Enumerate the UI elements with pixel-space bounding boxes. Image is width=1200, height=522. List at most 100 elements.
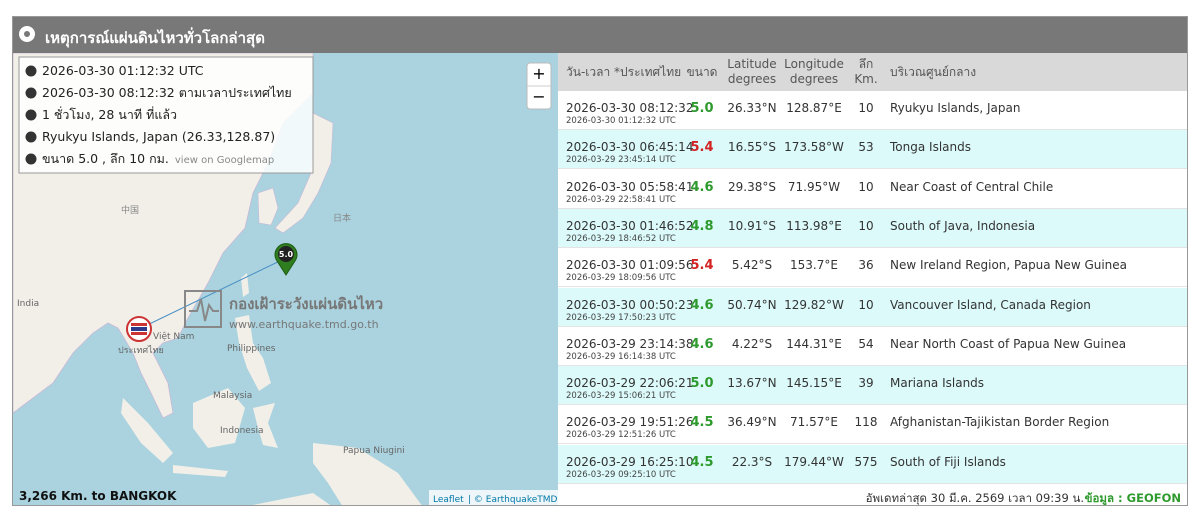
cell-lat: 36.49°N — [727, 415, 777, 430]
cell-local: 2026-03-29 22:06:21 — [566, 376, 694, 391]
cell-utc: 2026-03-30 01:12:32 UTC — [566, 116, 676, 126]
table-row[interactable]: 2026-03-29 19:51:26 4.5 36.49°N 71.57°E 118 A… — [558, 405, 1187, 445]
land — [257, 187, 279, 226]
column-header-line: degrees — [789, 72, 839, 86]
info-line: 1 ชั่วโมง, 28 นาที ที่แล้ว — [42, 106, 177, 122]
column-header-line: degrees — [727, 72, 777, 86]
cell-depth: 39 — [858, 376, 874, 391]
cell-utc: 2026-03-29 18:46:52 UTC — [566, 233, 676, 244]
cell-utc: 2026-03-29 15:06:21 UTC — [566, 391, 676, 402]
cell-lon: 71.57°E — [790, 415, 838, 430]
column-header: Longitude degrees — [782, 53, 846, 91]
column-header: วัน-เวลา *ประเทศไทย — [566, 53, 690, 91]
magnitude: 4.6 — [690, 179, 714, 195]
cell-local: 2026-03-29 23:14:38 — [566, 336, 694, 351]
cell-local: 2026-03-30 08:12:32 — [566, 101, 694, 115]
cell-local: 2026-03-30 05:58:41 — [566, 179, 694, 194]
flag-stripe — [131, 332, 147, 335]
cell-depth: 575 — [854, 454, 878, 469]
zoom-out[interactable]: − — [532, 87, 545, 106]
cell-lat: 29.38°S — [728, 179, 776, 194]
cell-lat: 10.91°S — [728, 218, 776, 233]
logo-box — [184, 290, 222, 328]
cell-lat: 16.55°S — [728, 140, 776, 155]
table-row[interactable]: 2026-03-30 00:50:23 4.6 50.74°N 129.82°W 10 V… — [558, 287, 1187, 327]
cell-depth: 36 — [858, 258, 874, 273]
table-row[interactable]: 2026-03-29 23:14:38 4.6 4.22°S 144.31°E 54 Ne… — [558, 327, 1187, 366]
cell-utc: 2026-03-29 22:58:41 UTC — [566, 194, 676, 205]
map-label: ประเทศไทย — [118, 345, 164, 356]
quake-marker-dot — [278, 246, 294, 262]
cell-depth: 10 — [858, 297, 874, 312]
info-icon — [25, 65, 37, 77]
column-header-line: วัน-เวลา *ประเทศไทย — [566, 64, 682, 79]
attribution-leaflet[interactable]: Leaflet — [433, 495, 464, 505]
table-row[interactable]: 2026-03-30 05:58:41 4.6 29.38°S 71.95°W 10 Ne… — [558, 170, 1187, 209]
table-header: วัน-เวลา *ประเทศไทย ขนาด Latitude degrees Lo… — [558, 53, 1187, 91]
cell-lat: 50.74°N — [727, 297, 777, 312]
column-header: บริเวณศูนย์กลาง — [890, 53, 1180, 91]
magnitude: 5.0 — [690, 376, 714, 392]
logo-url: www.earthquake.tmd.go.th — [229, 318, 379, 331]
cell-depth: 10 — [858, 218, 874, 233]
column-header: Latitude degrees — [724, 53, 780, 91]
cell-lat: 22.3°S — [731, 454, 773, 469]
table-row[interactable]: 2026-03-30 01:09:56 5.4 5.42°S 153.7°E 36 New… — [558, 248, 1187, 288]
column-header-line: Km. — [854, 72, 878, 86]
magnitude: 4.6 — [690, 336, 714, 352]
map-label: Indonesia — [220, 426, 264, 436]
earthquake-panel: เหตุการณ์แผ่นดินไหวทั่วโลกล่าสุด 中国日本 Ind… — [12, 16, 1188, 506]
table-row[interactable]: 2026-03-30 01:46:52 4.8 10.91°S 113.98°E 10 S… — [558, 208, 1187, 248]
cell-region: South of Fiji Islands — [890, 454, 1006, 469]
cell-utc: 2026-03-29 16:14:38 UTC — [566, 351, 676, 362]
cell-lon: 129.82°W — [784, 297, 844, 312]
distance-line — [138, 257, 287, 330]
cell-depth: 10 — [858, 101, 874, 115]
cell-depth: 54 — [858, 336, 874, 351]
googlemap-link[interactable]: view on Googlemap — [175, 155, 274, 166]
source-text: ข้อมูล : GEOFON — [1084, 491, 1181, 505]
land — [121, 398, 173, 463]
magnitude: 5.4 — [690, 258, 714, 274]
table-row[interactable]: 2026-03-30 06:45:14 5.4 16.55°S 173.58°W 53 T… — [558, 130, 1187, 170]
quake-marker-label: 5.0 — [279, 250, 294, 259]
table-row[interactable]: 2026-03-29 22:06:21 5.0 13.67°N 145.15°E 39 M… — [558, 366, 1187, 406]
cell-lon: 145.15°E — [786, 376, 842, 391]
info-line: Ryukyu Islands, Japan (26.33,128.87) — [42, 129, 275, 144]
info-icon — [25, 131, 37, 143]
updated-text: อัพเดทล่าสุด 30 มี.ค. 2569 เวลา 09:39 น. — [865, 491, 1084, 505]
map-label: Papua Niugini — [343, 446, 405, 456]
cell-lat: 26.33°N — [727, 101, 777, 115]
map-label: 日本 — [333, 212, 351, 224]
cell-region: Afghanistan-Tajikistan Border Region — [890, 415, 1110, 430]
magnitude: 4.6 — [690, 297, 714, 313]
land — [313, 443, 422, 505]
cell-local: 2026-03-30 01:09:56 — [566, 258, 694, 273]
flag-stripe — [131, 327, 147, 331]
column-header-line: ลึก — [858, 57, 874, 71]
cell-lon: 153.7°E — [790, 258, 838, 273]
table-row[interactable]: 2026-03-30 08:12:32 5.0 26.33°N 128.87°E 10 R… — [558, 91, 1187, 130]
magnitude: 5.0 — [690, 101, 714, 116]
cell-region: Near Coast of Central Chile — [890, 179, 1054, 194]
header-icon — [19, 26, 35, 42]
cell-local: 2026-03-30 00:50:23 — [566, 297, 694, 312]
cell-utc: 2026-03-29 12:51:26 UTC — [566, 430, 676, 441]
info-icon — [25, 109, 37, 121]
flag-stripe — [131, 323, 147, 326]
map-label: 中国 — [121, 204, 139, 216]
zoom-in[interactable]: + — [532, 64, 545, 83]
header-bar: เหตุการณ์แผ่นดินไหวทั่วโลกล่าสุด — [13, 17, 1187, 53]
column-header-line: ขนาด — [686, 64, 718, 79]
cell-lon: 173.58°W — [784, 140, 844, 155]
magnitude: 4.5 — [690, 415, 714, 431]
table-row[interactable]: 2026-03-29 16:25:10 4.5 22.3°S 179.44°W 575 S… — [558, 444, 1187, 484]
magnitude: 5.4 — [690, 140, 714, 156]
cell-lon: 179.44°W — [784, 454, 844, 469]
cell-utc: 2026-03-29 23:45:14 UTC — [566, 155, 676, 166]
map-label: Philippines — [227, 344, 276, 354]
attribution-text: | © EarthquakeTMD — [468, 495, 558, 505]
header-title: เหตุการณ์แผ่นดินไหวทั่วโลกล่าสุด — [45, 29, 265, 47]
